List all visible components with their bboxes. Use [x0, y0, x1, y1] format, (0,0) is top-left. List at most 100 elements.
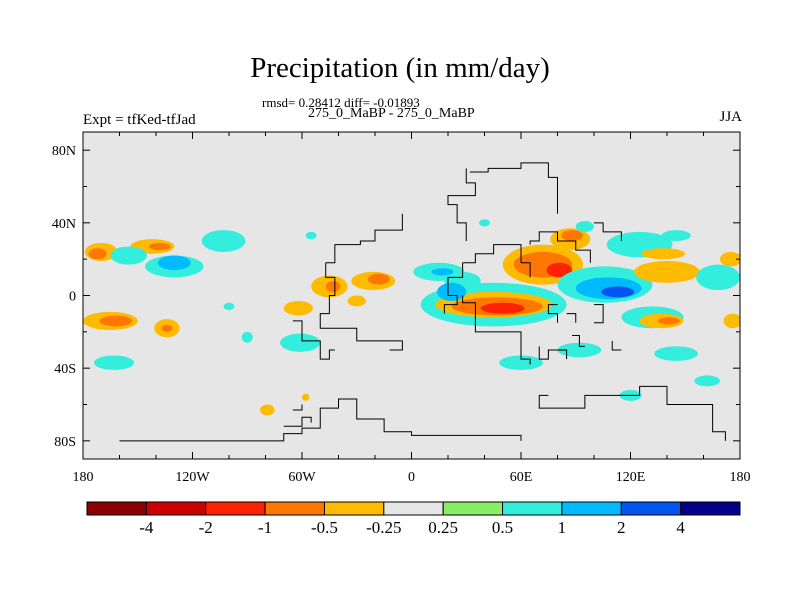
- x-tick-label: 180: [730, 470, 751, 485]
- anomaly-blob: [654, 346, 699, 361]
- coastline: [594, 304, 604, 324]
- anomaly-blob: [723, 313, 740, 329]
- coastline: [325, 213, 403, 264]
- y-tick-label: 0: [69, 290, 76, 305]
- colorbar-swatch: [264, 501, 325, 516]
- anomaly-blob: [223, 302, 235, 311]
- x-tick-label: 180: [73, 470, 94, 485]
- colorbar-swatch: [145, 501, 207, 516]
- y-tick-label: 80S: [54, 435, 76, 450]
- coastline: [611, 340, 622, 351]
- axis-layer: 180 120W 60W 0 60E 120E 180 80N 40N 0 40S 80S: [52, 132, 751, 485]
- x-tick-label: 0: [408, 470, 415, 485]
- anomaly-blob: [694, 375, 720, 387]
- colorbar-label: -0.5: [311, 518, 338, 537]
- anomaly-blob: [634, 260, 700, 283]
- colorbar-swatch: [86, 501, 147, 516]
- anomaly-blob: [657, 317, 680, 325]
- x-tick-label: 60W: [288, 470, 316, 485]
- colorbar-swatch: [620, 501, 682, 516]
- colorbar-swatch: [383, 501, 444, 516]
- anomaly-blob: [561, 230, 584, 241]
- coastline: [447, 168, 476, 241]
- anomaly-blob: [88, 248, 107, 260]
- colorbar-label: -1: [258, 518, 272, 537]
- coastline: [283, 416, 312, 427]
- colorbar-label: 0.25: [428, 518, 458, 537]
- anomaly-blob: [201, 230, 246, 252]
- colorbar-label: -0.25: [366, 518, 401, 537]
- anomaly-blob: [305, 231, 317, 240]
- anomaly-blob: [325, 280, 341, 292]
- anomaly-blob: [161, 324, 173, 332]
- coastline: [521, 262, 531, 278]
- anomaly-blob: [431, 268, 454, 276]
- coastline: [538, 385, 726, 441]
- anomaly-blob: [283, 300, 313, 316]
- anomaly-blob: [93, 355, 135, 370]
- anomaly-blob: [148, 242, 171, 251]
- coastline: [572, 334, 585, 347]
- anomaly-blob: [479, 219, 490, 227]
- x-tick-label: 60E: [510, 470, 533, 485]
- anomaly-blob: [437, 282, 467, 301]
- colorbar-label: -2: [199, 518, 213, 537]
- coastline: [469, 162, 558, 214]
- coastline: [119, 398, 522, 442]
- colorbar-swatch: [442, 501, 504, 516]
- anomaly-blob: [241, 331, 253, 343]
- anomaly-blob: [480, 302, 525, 314]
- colorbar: -4 -2 -1 -0.5 -0.25 0.25 0.5 1 2 4: [86, 501, 741, 537]
- anomaly-blob: [302, 393, 310, 401]
- anomaly-blob: [696, 264, 740, 291]
- coastline: [529, 231, 591, 263]
- stats-line: rmsd= 0.28412 diff= -0.01893: [262, 95, 420, 110]
- anomaly-blob: [367, 273, 390, 285]
- coastline: [462, 244, 522, 264]
- colorbar-swatch: [561, 501, 622, 516]
- anomaly-blob: [347, 295, 366, 307]
- anomaly-blob: [719, 251, 740, 267]
- anomaly-blob: [641, 248, 686, 260]
- anomaly-blob: [661, 230, 691, 241]
- anomaly-blob: [99, 315, 133, 327]
- anomaly-blob: [157, 255, 191, 271]
- coastline-layer: [119, 162, 726, 442]
- precipitation-anomaly-layer: [83, 219, 740, 416]
- coastline: [319, 262, 403, 351]
- y-tick-label: 40S: [54, 362, 76, 377]
- anomaly-blob: [557, 342, 602, 358]
- chart-title: Precipitation (in mm/day): [250, 52, 550, 84]
- anomaly-blob: [260, 404, 275, 416]
- y-tick-label: 80N: [52, 144, 76, 159]
- colorbar-swatch: [205, 501, 266, 516]
- coastline: [292, 320, 335, 360]
- coastline: [292, 404, 303, 411]
- chart-subtitle: 275_0_MaBP - 275_0_MaBP: [308, 106, 475, 121]
- x-tick-label: 120E: [616, 470, 646, 485]
- colorbar-swatch: [502, 501, 563, 516]
- anomaly-blob: [110, 246, 147, 265]
- coastline: [462, 295, 531, 365]
- season-label: JJA: [719, 109, 742, 125]
- anomaly-blob: [546, 262, 573, 278]
- coastline: [538, 346, 568, 360]
- anomaly-blob: [601, 286, 635, 298]
- colorbar-label: 0.5: [492, 518, 513, 537]
- anomaly-blob: [575, 221, 594, 232]
- coastline: [594, 222, 622, 241]
- x-tick-label: 120W: [175, 470, 210, 485]
- y-tick-label: 40N: [52, 217, 76, 232]
- coastline: [566, 313, 577, 323]
- anomaly-blob: [499, 355, 543, 370]
- colorbar-swatch: [323, 501, 385, 516]
- colorbar-swatch: [680, 501, 741, 516]
- anomaly-blob: [280, 333, 321, 352]
- coastline: [547, 304, 558, 323]
- colorbar-label: 2: [617, 518, 626, 537]
- experiment-label: Expt = tfKed-tfJad: [83, 112, 196, 128]
- colorbar-label: 1: [558, 518, 567, 537]
- coastline: [443, 262, 464, 314]
- colorbar-label: -4: [139, 518, 154, 537]
